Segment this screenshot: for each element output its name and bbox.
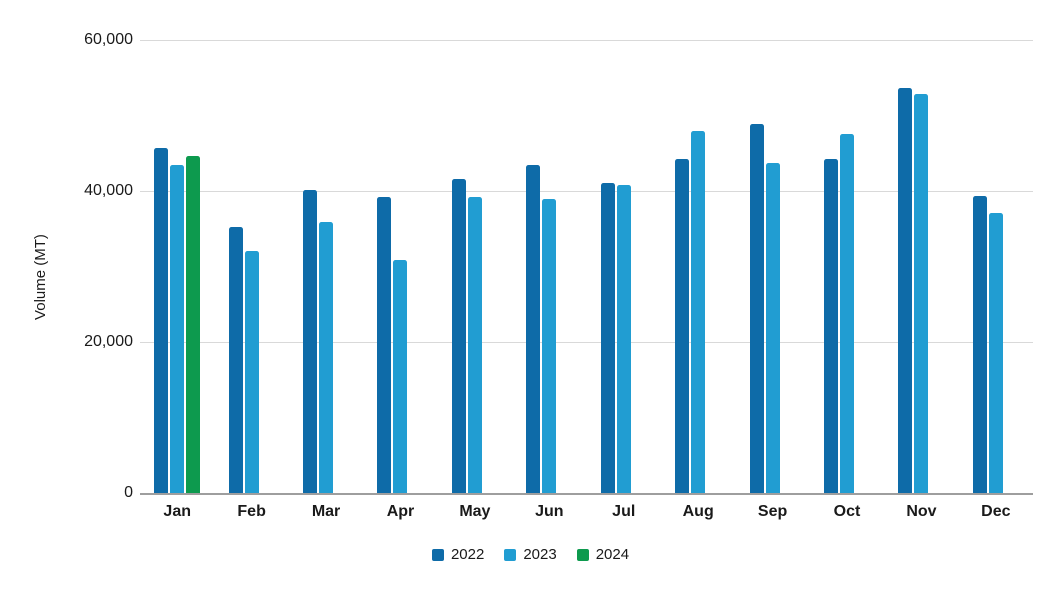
bar-2023-aug (691, 131, 706, 493)
bar-group-jun (512, 40, 586, 493)
x-axis-label-dec: Dec (981, 503, 1011, 520)
bar-group-may (438, 40, 512, 493)
gridline-20000 (140, 342, 1033, 343)
legend-item-2024: 2024 (576, 546, 630, 563)
bar-2023-jan (170, 165, 185, 493)
x-axis-label-oct: Oct (833, 503, 861, 520)
bar-2022-may (451, 178, 466, 493)
bar-2022-nov (898, 88, 913, 493)
bar-2023-jul (616, 184, 631, 493)
x-axis-label-nov: Nov (906, 503, 937, 520)
y-tick-label-40000: 40,000 (84, 182, 133, 199)
bar-2023-may (467, 197, 482, 493)
x-axis-label-mar: Mar (311, 503, 341, 520)
legend-label-2023: 2023 (523, 546, 557, 563)
bar-group-aug (661, 40, 735, 493)
bar-2022-jul (600, 183, 615, 493)
legend: 2022 2023 2024 (0, 546, 1061, 563)
bar-2023-oct (840, 134, 854, 493)
bar-2022-jun (526, 164, 541, 493)
x-axis-label-apr: Apr (386, 503, 415, 520)
bar-2023-sep (765, 163, 780, 493)
bar-group-mar (289, 40, 363, 493)
bar-2022-feb (228, 226, 243, 493)
gridline-60000 (140, 40, 1033, 41)
bar-2022-dec (972, 195, 987, 493)
bar-2023-mar (319, 221, 334, 493)
bar-group-sep (735, 40, 809, 493)
gridline-40000 (140, 191, 1033, 192)
bar-group-nov (884, 40, 958, 493)
bar-2022-oct (824, 159, 838, 493)
bar-group-dec (959, 40, 1033, 493)
bar-2022-mar (303, 189, 318, 493)
bar-2022-aug (675, 159, 690, 493)
legend-label-2022: 2022 (450, 546, 485, 563)
x-axis-label-may: May (459, 503, 491, 520)
legend-swatch-icon-2024 (576, 548, 589, 561)
bar-2023-nov (914, 94, 929, 493)
legend-item-2023: 2023 (504, 546, 557, 563)
x-axis-label-jul: Jul (612, 503, 636, 520)
y-tick-label-20000: 20,000 (84, 333, 133, 350)
bar-2022-jan (154, 147, 169, 493)
y-tick-label-60000: 60,000 (84, 31, 133, 48)
bar-group-jul (587, 40, 661, 493)
legend-label-2024: 2024 (595, 546, 630, 563)
plot-area (140, 40, 1033, 495)
legend-swatch-icon-2022 (431, 548, 444, 561)
bar-group-apr (363, 40, 437, 493)
bar-2023-apr (393, 259, 408, 493)
x-axis-label-feb: Feb (237, 503, 266, 520)
bar-group-jan (140, 40, 214, 493)
bar-2022-apr (377, 197, 392, 493)
bar-group-feb (214, 40, 288, 493)
bar-group-oct (810, 40, 884, 493)
x-axis-label-aug: Aug (682, 503, 714, 520)
legend-item-2022: 2022 (431, 546, 485, 563)
x-axis-label-jun: Jun (535, 503, 564, 520)
legend-swatch-icon-2023 (504, 548, 517, 561)
bar-2023-jun (542, 199, 557, 493)
bar-2024-jan (186, 155, 201, 493)
bar-2023-dec (988, 212, 1003, 493)
y-tick-label-0: 0 (124, 484, 133, 501)
x-axis-labels: Jan Feb Mar Apr May Jun Jul Aug Sep Oct Nov Dec (140, 503, 1033, 521)
bar-groups (140, 40, 1033, 493)
x-axis-label-sep: Sep (757, 503, 788, 520)
bar-2023-feb (244, 250, 259, 493)
x-axis-label-jan: Jan (163, 503, 191, 520)
bar-2022-sep (749, 123, 764, 493)
